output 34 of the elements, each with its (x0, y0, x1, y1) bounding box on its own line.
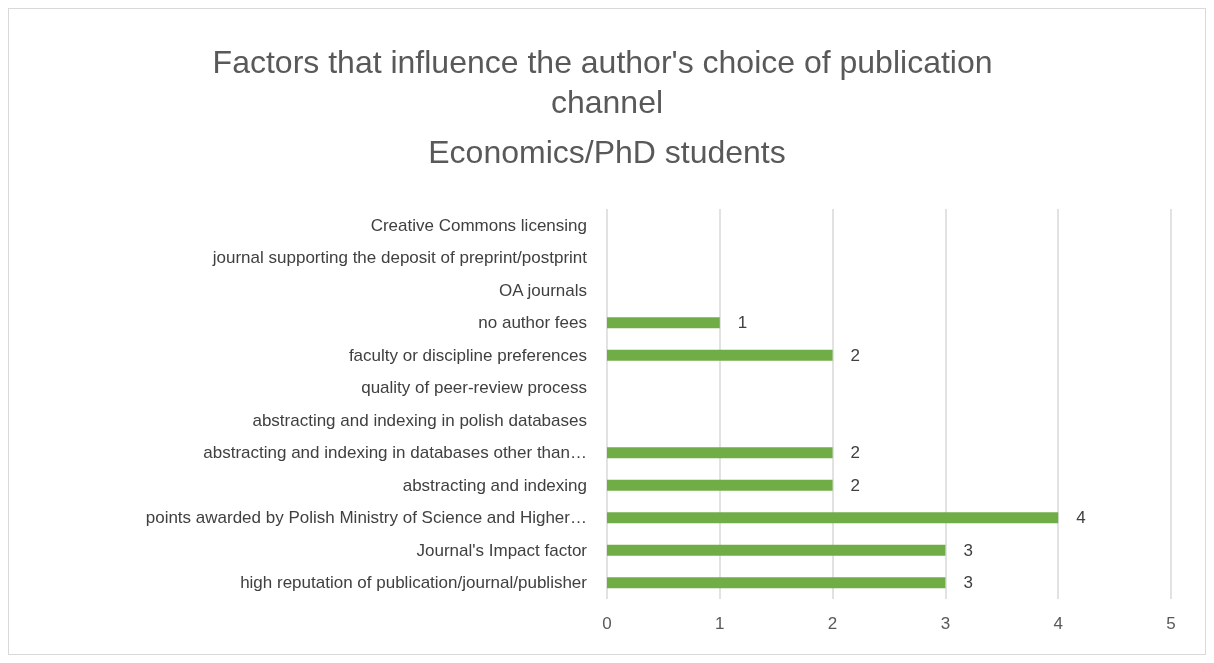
y-tick-label: no author fees (478, 313, 587, 333)
y-tick-label: abstracting and indexing (402, 475, 587, 495)
data-label: 2 (850, 345, 861, 365)
y-tick-label: Journal's Impact factor (416, 540, 588, 560)
x-tick-label: 5 (1166, 614, 1176, 633)
data-label: 1 (737, 313, 748, 333)
x-tick-label: 3 (940, 614, 951, 633)
x-tick-label: 2 (827, 614, 838, 633)
bar (607, 447, 833, 459)
y-tick-label: abstracting and indexing in polish databases (252, 410, 587, 430)
y-tick-label: Creative Commons licensing (370, 215, 587, 235)
bar (607, 349, 833, 361)
data-label: 4 (1076, 508, 1086, 528)
y-tick-label: abstracting and indexing in databases other than… (203, 443, 587, 463)
y-tick-label: faculty or discipline preferences (348, 345, 587, 365)
y-tick-label: OA journals (499, 280, 587, 300)
data-label: 2 (850, 475, 861, 495)
bar (607, 317, 720, 329)
y-tick-label: high reputation of publication/journal/publisher (240, 573, 588, 593)
bar (607, 577, 946, 589)
bar (607, 512, 1059, 524)
chart-subtitle: Economics/PhD students (428, 134, 786, 170)
bar (607, 544, 946, 556)
bar (607, 479, 833, 491)
x-tick-label: 1 (715, 614, 725, 633)
y-tick-label: journal supporting the deposit of preprint/postprint (211, 248, 588, 268)
data-label: 3 (963, 540, 973, 560)
x-tick-label: 0 (602, 614, 612, 633)
y-tick-label: points awarded by Polish Ministry of Science and Higher… (145, 508, 587, 528)
data-label: 3 (963, 573, 973, 593)
data-label: 2 (850, 443, 861, 463)
y-tick-label: quality of peer-review process (361, 378, 587, 398)
chart-title: Factors that influence the author's choice of publication channel (212, 44, 1002, 120)
x-tick-label: 4 (1053, 614, 1063, 633)
